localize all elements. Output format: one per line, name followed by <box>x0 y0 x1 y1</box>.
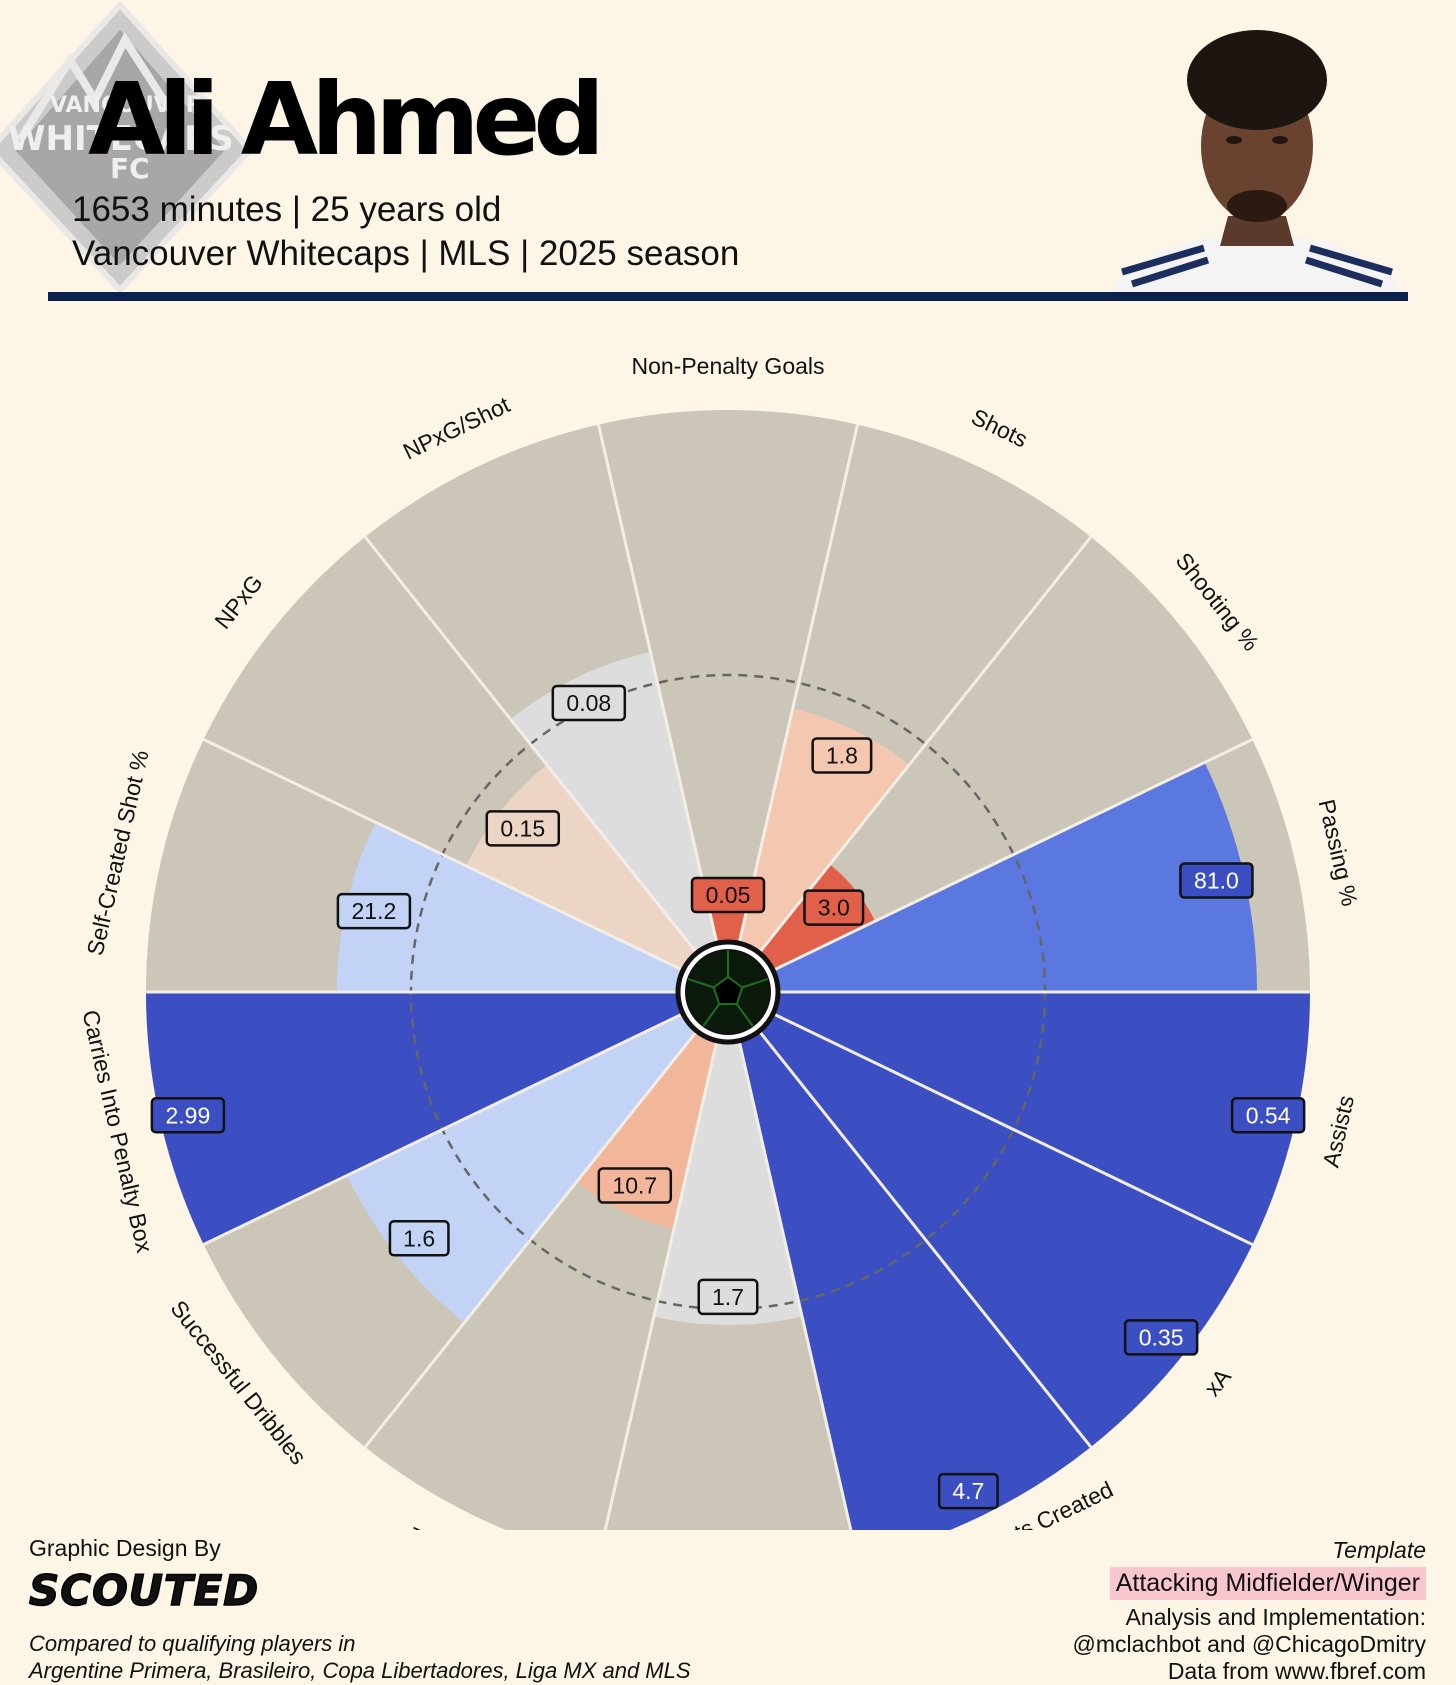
value-wedge-assists <box>774 992 1310 1245</box>
brand-logo: SCOUTED <box>28 1565 260 1616</box>
wedge-divider <box>202 1013 682 1246</box>
value-labels: 0.05 1.8 3.0 81.0 0.54 0.35 4.7 1.7 10.7 1.6 2.99 2… <box>150 684 1306 1510</box>
value-wedge-self-created-shot <box>336 822 682 992</box>
wedge-divider <box>738 1042 853 1530</box>
value-label-turnovers: 10.7 <box>597 1167 673 1204</box>
header-divider <box>48 292 1408 301</box>
svg-text:10.7: 10.7 <box>612 1173 657 1199</box>
center-ball-icon <box>675 939 781 1045</box>
wedge-divider <box>597 424 718 942</box>
comparison-note-line1: Compared to qualifying players in <box>29 1631 356 1656</box>
value-label-passing: 81.0 <box>1179 862 1254 899</box>
metric-label-npxg-shot: NPxG/Shot <box>399 391 514 465</box>
pizza-chart: 0.05 1.8 3.0 81.0 0.54 0.35 4.7 1.7 10.7 1.6 2.99 2… <box>77 353 1364 1530</box>
value-label-successful-dribbles: 1.6 <box>388 1220 450 1257</box>
value-label-self-created-shot: 21.2 <box>336 892 412 930</box>
player-name: Ali Ahmed <box>88 61 605 178</box>
svg-text:21.2: 21.2 <box>352 898 397 924</box>
analysis-line2: @mclachbot and @ChicagoDmitry <box>1072 1631 1427 1657</box>
metric-label-passing: Passing % <box>1314 797 1364 909</box>
player-team-season: Vancouver Whitecaps | MLS | 2025 season <box>72 234 740 273</box>
svg-text:0.35: 0.35 <box>1139 1324 1184 1350</box>
analysis-line1: Analysis and Implementation: <box>1125 1604 1426 1630</box>
svg-text:1.7: 1.7 <box>712 1284 744 1310</box>
crest-text-line1: VANCOUVER <box>50 93 203 118</box>
svg-text:3.0: 3.0 <box>818 895 850 921</box>
value-label-xa: 0.35 <box>1123 1319 1199 1356</box>
crest-text-line3: FC <box>110 152 150 185</box>
metric-label-non-penalty-goals: Non-Penalty Goals <box>631 353 824 379</box>
club-crest-watermark: VANCOUVER WHITECAPS FC <box>0 0 255 295</box>
value-wedge-passing <box>774 762 1257 992</box>
svg-text:81.0: 81.0 <box>1194 868 1239 894</box>
value-label-carries-into-penalty-box: 2.99 <box>150 1097 226 1134</box>
svg-text:0.05: 0.05 <box>706 882 751 908</box>
svg-text:2.99: 2.99 <box>166 1102 211 1128</box>
comparison-note-line2: Argentine Primera, Brasileiro, Copa Libe… <box>29 1658 691 1683</box>
metric-label-npxg: NPxG <box>209 570 268 634</box>
wedge-divider <box>759 1031 1093 1448</box>
value-label-npxg-shot: 0.08 <box>551 684 627 722</box>
svg-text:0.54: 0.54 <box>1246 1102 1291 1128</box>
value-label-npxg: 0.15 <box>485 810 561 847</box>
player-minutes-age: 1653 minutes | 25 years old <box>72 190 502 229</box>
metric-label-self-created-shot: Self-Created Shot % <box>82 748 154 958</box>
metric-label-shots: Shots <box>967 404 1031 453</box>
value-wedge-int-tackles <box>653 1042 803 1325</box>
metric-label-carries-into-penalty-box: Carries Into Penalty Box <box>77 1008 158 1256</box>
bg-wedge-shooting <box>760 536 1253 970</box>
wedge-divider <box>202 738 682 971</box>
value-wedge-npxg-shot <box>510 651 717 952</box>
value-wedge-open-play-shots-created-for-others <box>739 1032 1091 1530</box>
template-badge: Attacking Midfielder/Winger <box>1109 1567 1426 1600</box>
wedge-divider <box>759 536 1093 953</box>
wedge-divider <box>363 1031 697 1448</box>
svg-text:4.7: 4.7 <box>952 1478 984 1504</box>
player-photo <box>1112 30 1402 294</box>
wedge-dividers <box>146 424 1310 1530</box>
value-wedges <box>146 651 1310 1530</box>
credit-label: Graphic Design By <box>29 1535 221 1561</box>
svg-text:0.08: 0.08 <box>566 690 611 716</box>
metric-label-xa: xA <box>1199 1363 1236 1401</box>
wedge-divider <box>603 1042 718 1530</box>
crest-text-line2: WHITECAPS <box>8 119 234 159</box>
value-label-shots: 1.8 <box>811 737 873 774</box>
svg-text:1.8: 1.8 <box>826 742 858 768</box>
value-label-assists: 0.54 <box>1230 1097 1306 1134</box>
template-label: Template <box>1332 1537 1426 1563</box>
value-label-shooting: 3.0 <box>803 889 865 926</box>
value-label-non-penalty-goals: 0.05 <box>690 876 766 914</box>
wedge-divider <box>774 738 1254 971</box>
wedge-divider <box>363 536 697 953</box>
wedge-divider <box>774 1013 1254 1246</box>
value-wedge-carries-into-penalty-box <box>146 992 682 1245</box>
metric-label-assists: Assists <box>1318 1093 1360 1170</box>
data-source: Data from www.fbref.com <box>1167 1658 1426 1684</box>
svg-text:0.15: 0.15 <box>500 815 545 841</box>
svg-text:1.6: 1.6 <box>403 1225 435 1251</box>
wedge-divider <box>738 424 859 942</box>
value-label-int-tackles: 1.7 <box>697 1278 759 1316</box>
value-label-open-play-shots-created-for-others: 4.7 <box>937 1472 999 1510</box>
